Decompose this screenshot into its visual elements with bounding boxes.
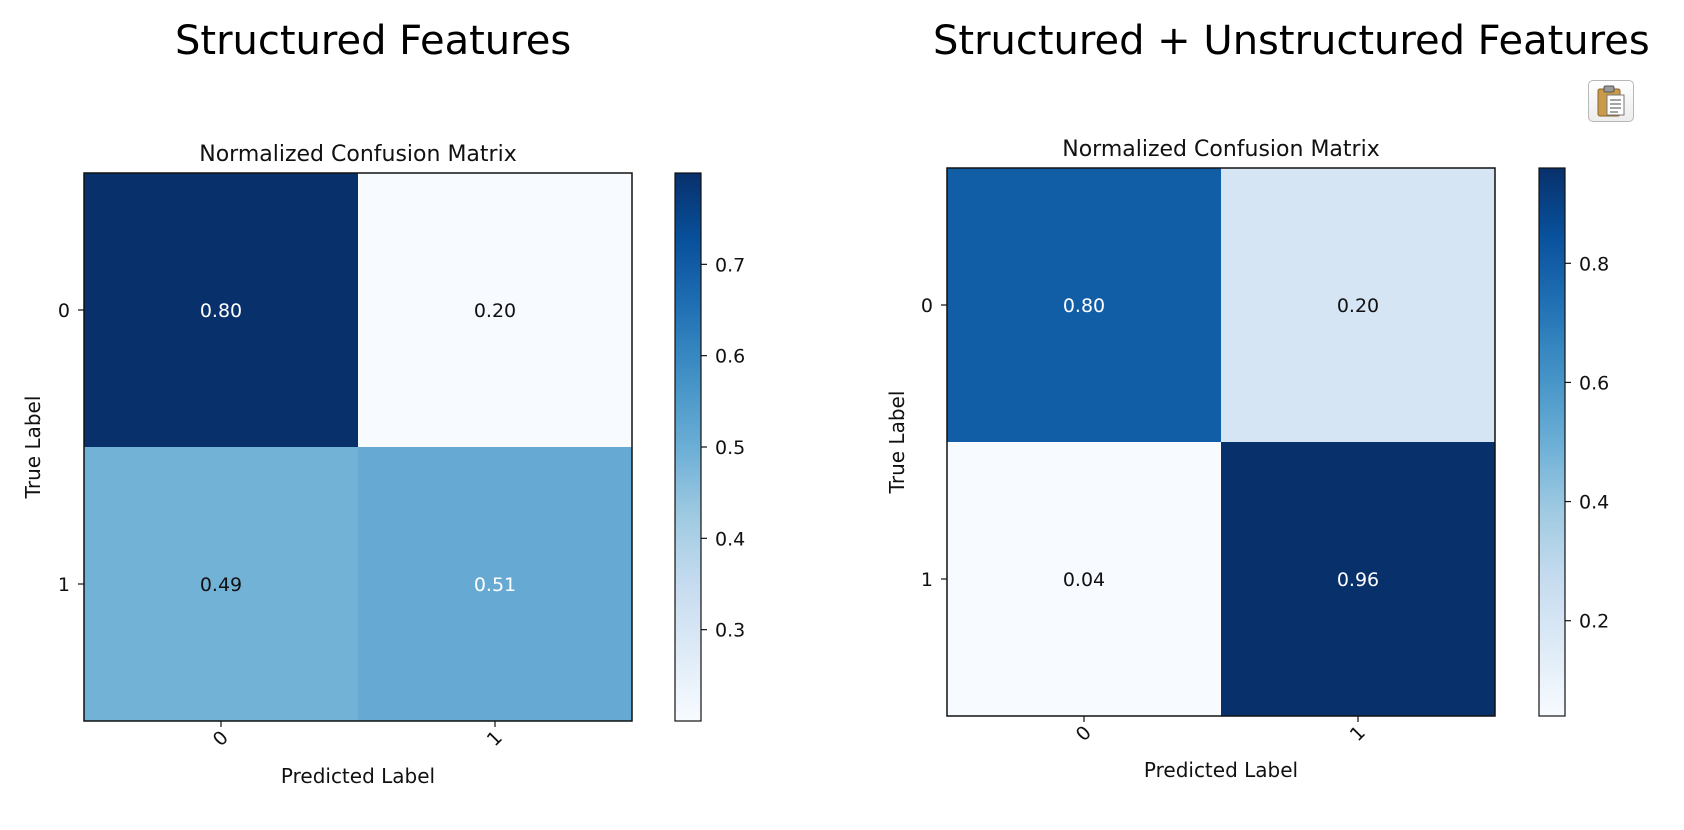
clipboard-icon bbox=[1597, 85, 1625, 117]
x-tick-label: 0 bbox=[1072, 722, 1096, 746]
cell-label-0-1: 0.20 bbox=[1337, 295, 1379, 317]
colorbar-tick-label: 0.2 bbox=[1579, 611, 1609, 633]
x-axis-label: Predicted Label bbox=[1144, 758, 1298, 782]
colorbar-tick-label: 0.6 bbox=[1579, 372, 1609, 394]
x-tick-label: 1 bbox=[1346, 722, 1370, 746]
cell-label-1-0: 0.04 bbox=[1063, 569, 1105, 591]
x-axis-label: Predicted Label bbox=[281, 764, 435, 788]
cell-1-0 bbox=[84, 447, 359, 722]
y-tick-label: 1 bbox=[921, 569, 933, 591]
cell-1-0 bbox=[947, 442, 1222, 717]
cell-label-0-1: 0.20 bbox=[474, 300, 516, 322]
y-tick-label: 0 bbox=[58, 300, 70, 322]
colorbar-frame bbox=[1538, 167, 1566, 717]
cell-label-1-1: 0.51 bbox=[474, 574, 516, 596]
colorbar-tick-label: 0.4 bbox=[715, 528, 745, 550]
colorbar-tick-label: 0.7 bbox=[715, 254, 745, 276]
colorbar-tick-label: 0.3 bbox=[715, 620, 745, 642]
cell-1-1 bbox=[1221, 442, 1496, 717]
y-axis-label: True Label bbox=[885, 391, 909, 495]
colorbar-tick-label: 0.4 bbox=[1579, 492, 1609, 514]
axes-frame bbox=[83, 172, 633, 722]
colorbar-tick-label: 0.8 bbox=[1579, 253, 1609, 275]
y-axis-label: True Label bbox=[21, 396, 45, 500]
colorbar-tick-label: 0.6 bbox=[715, 346, 745, 368]
cell-0-1 bbox=[358, 173, 633, 448]
colorbar bbox=[1539, 168, 1565, 716]
x-tick-label: 0 bbox=[209, 727, 233, 751]
chart-title: Normalized Confusion Matrix bbox=[1062, 137, 1379, 162]
cell-1-1 bbox=[358, 447, 633, 722]
colorbar-tick-label: 0.5 bbox=[715, 437, 745, 459]
confusion-matrix-0: 0.80 0.20 0.49 0.51 0 1 0 1 Normalized Confusion… bbox=[21, 142, 745, 788]
colorbar bbox=[675, 173, 701, 721]
y-tick-label: 0 bbox=[921, 295, 933, 317]
cell-0-1 bbox=[1221, 168, 1496, 443]
cell-label-0-0: 0.80 bbox=[200, 300, 242, 322]
clipboard-button[interactable] bbox=[1588, 80, 1634, 122]
x-tick-label: 1 bbox=[483, 727, 507, 751]
y-tick-label: 1 bbox=[58, 574, 70, 596]
cell-0-0 bbox=[84, 173, 359, 448]
section-title-structured: Structured Features bbox=[175, 18, 572, 64]
cell-0-0 bbox=[947, 168, 1222, 443]
section-title-structured-unstructured: Structured + Unstructured Features bbox=[933, 18, 1650, 64]
chart-title: Normalized Confusion Matrix bbox=[199, 142, 516, 167]
cell-label-0-0: 0.80 bbox=[1063, 295, 1105, 317]
cell-label-1-1: 0.96 bbox=[1337, 569, 1379, 591]
confusion-matrix-1: 0.80 0.20 0.04 0.96 0 1 0 1 Normalized Confusion… bbox=[885, 137, 1609, 782]
axes-frame bbox=[946, 167, 1496, 717]
cell-label-1-0: 0.49 bbox=[200, 574, 242, 596]
